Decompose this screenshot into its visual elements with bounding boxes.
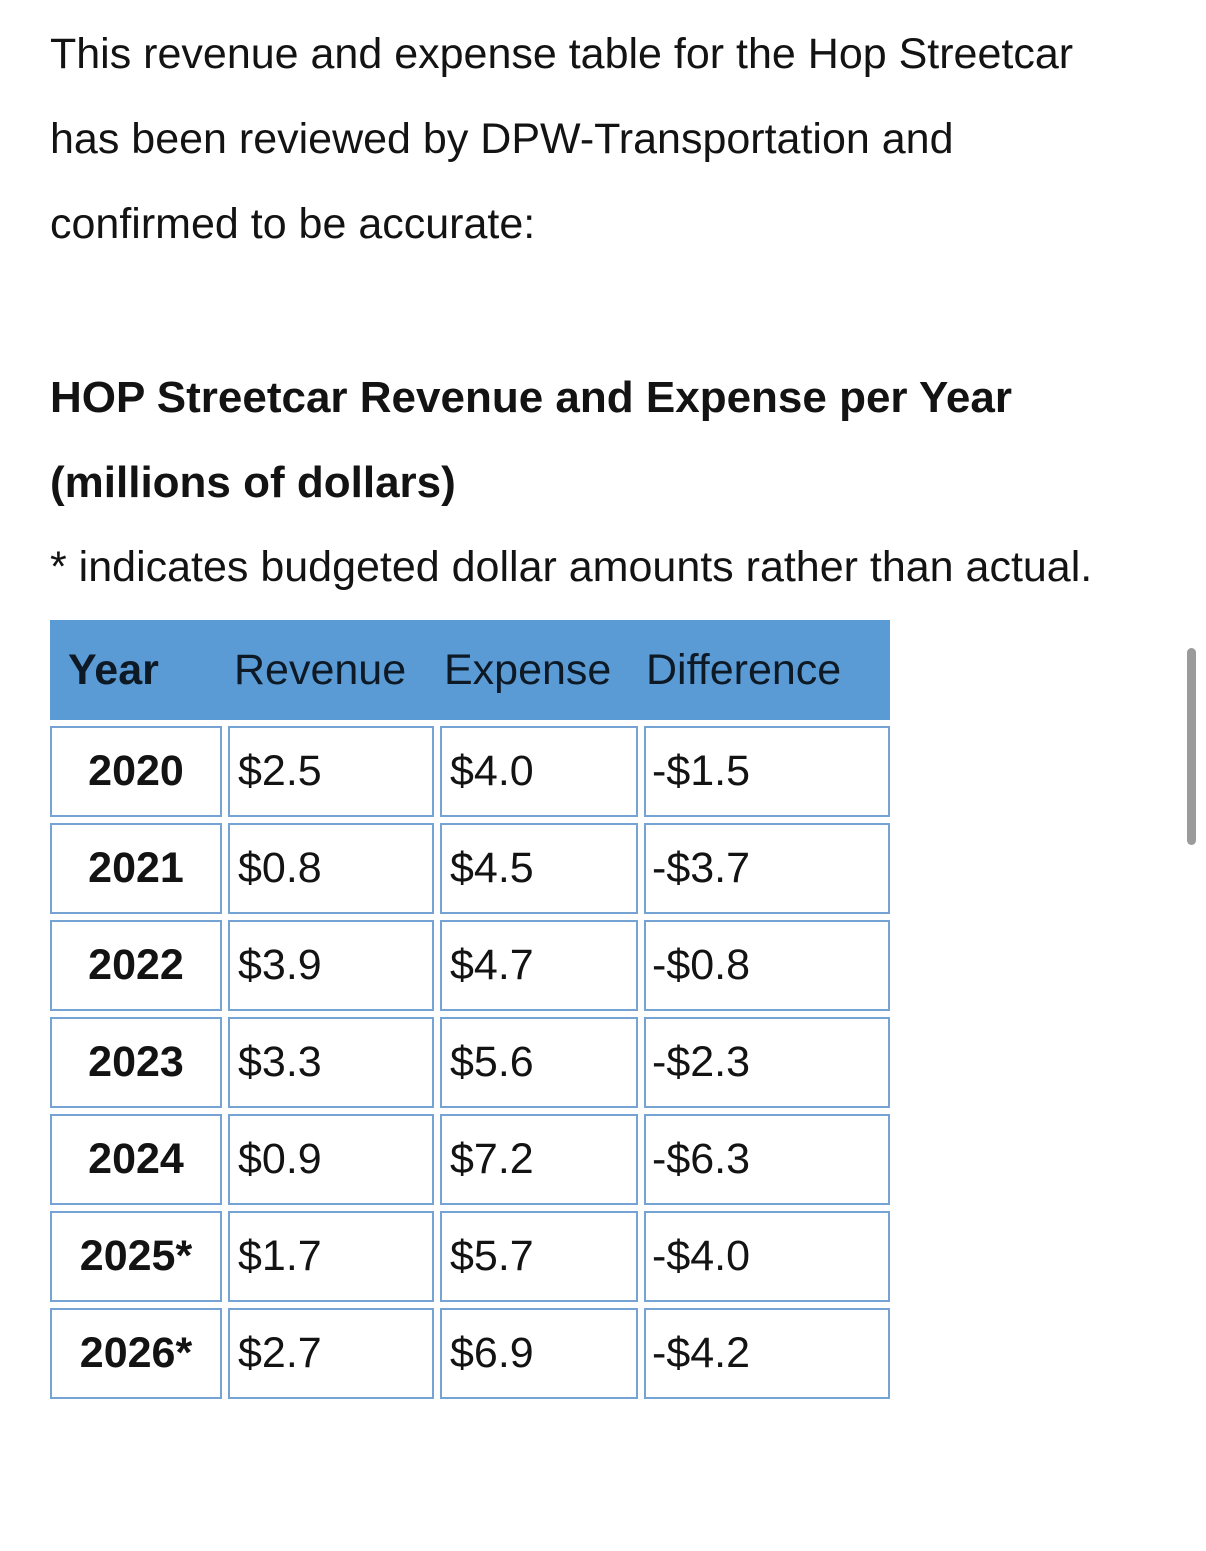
table-row: 2024 $0.9 $7.2 -$6.3 — [50, 1114, 890, 1205]
cell-year: 2026* — [50, 1308, 222, 1399]
table-row: 2021 $0.8 $4.5 -$3.7 — [50, 823, 890, 914]
footnote-asterisk: * indicates budgeted dollar amounts rath… — [50, 543, 1093, 591]
cell-revenue: $3.9 — [228, 920, 434, 1011]
column-header-expense: Expense — [444, 645, 612, 694]
table-row: 2020 $2.5 $4.0 -$1.5 — [50, 726, 890, 817]
cell-revenue: $3.3 — [228, 1017, 434, 1108]
cell-year: 2024 — [50, 1114, 222, 1205]
cell-revenue: $2.5 — [228, 726, 434, 817]
cell-revenue: $2.7 — [228, 1308, 434, 1399]
cell-expense: $6.9 — [440, 1308, 638, 1399]
column-header-revenue: Revenue — [234, 645, 407, 694]
table-header-row: Year Revenue Expense Difference — [50, 620, 890, 720]
table-row: 2022 $3.9 $4.7 -$0.8 — [50, 920, 890, 1011]
cell-difference: -$4.0 — [644, 1211, 890, 1302]
column-header-year: Year — [68, 645, 159, 694]
cell-expense: $5.6 — [440, 1017, 638, 1108]
cell-revenue: $0.8 — [228, 823, 434, 914]
cell-year: 2020 — [50, 726, 222, 817]
cell-expense: $4.0 — [440, 726, 638, 817]
cell-expense: $7.2 — [440, 1114, 638, 1205]
table-row: 2025* $1.7 $5.7 -$4.0 — [50, 1211, 890, 1302]
cell-expense: $4.7 — [440, 920, 638, 1011]
cell-difference: -$6.3 — [644, 1114, 890, 1205]
cell-expense: $4.5 — [440, 823, 638, 914]
cell-difference: -$4.2 — [644, 1308, 890, 1399]
cell-year: 2025* — [50, 1211, 222, 1302]
cell-year: 2021 — [50, 823, 222, 914]
cell-revenue: $1.7 — [228, 1211, 434, 1302]
cell-year: 2023 — [50, 1017, 222, 1108]
table-title: HOP Streetcar Revenue and Expense per Ye… — [50, 373, 1012, 507]
table-row: 2023 $3.3 $5.6 -$2.3 — [50, 1017, 890, 1108]
revenue-expense-table: Year Revenue Expense Difference 2020 $2.… — [50, 620, 890, 1399]
table-row: 2026* $2.7 $6.9 -$4.2 — [50, 1308, 890, 1399]
intro-paragraph: This revenue and expense table for the H… — [50, 30, 1074, 248]
cell-difference: -$3.7 — [644, 823, 890, 914]
column-header-difference: Difference — [646, 645, 842, 694]
cell-difference: -$1.5 — [644, 726, 890, 817]
scrollbar-thumb[interactable] — [1187, 648, 1196, 845]
cell-difference: -$0.8 — [644, 920, 890, 1011]
cell-expense: $5.7 — [440, 1211, 638, 1302]
cell-difference: -$2.3 — [644, 1017, 890, 1108]
cell-year: 2022 — [50, 920, 222, 1011]
cell-revenue: $0.9 — [228, 1114, 434, 1205]
